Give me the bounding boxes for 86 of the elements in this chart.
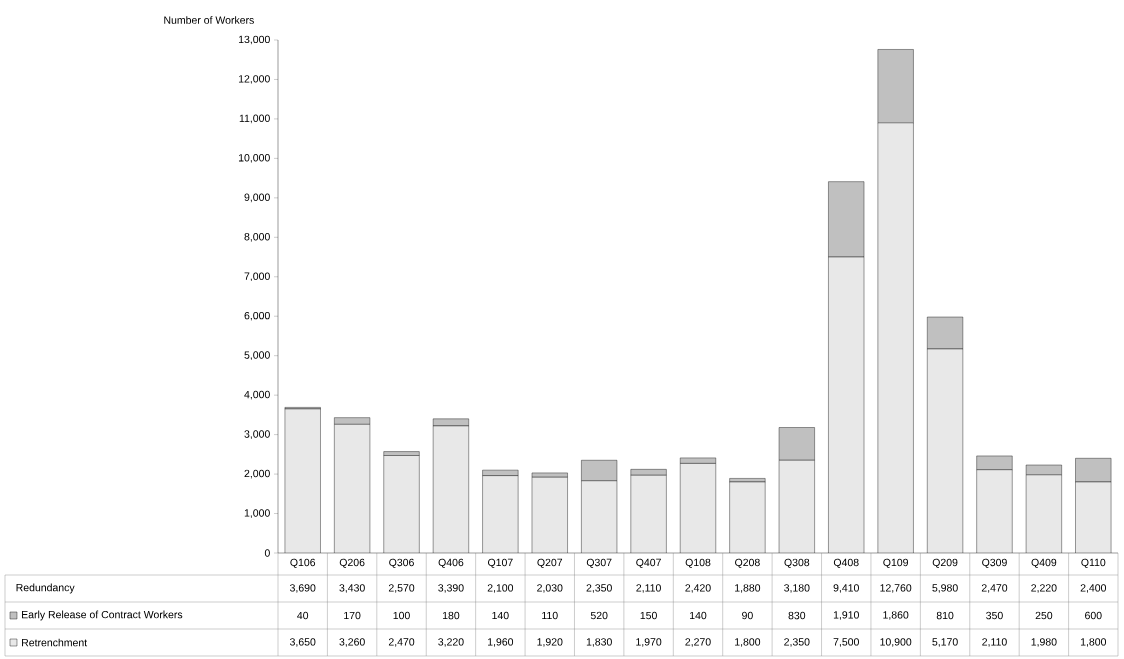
x-tick-label: Q307 xyxy=(586,558,612,569)
data-label: 180 xyxy=(442,611,460,620)
data-label: 40 xyxy=(297,611,309,620)
data-label: 2,110 xyxy=(982,638,1007,647)
data-label: 1,910 xyxy=(833,611,859,620)
data-label: 5,170 xyxy=(932,638,958,647)
data-label: 10,900 xyxy=(880,638,912,647)
x-tick-label: Q109 xyxy=(883,558,908,569)
data-label: 1,830 xyxy=(586,638,612,647)
data-label: 90 xyxy=(742,611,753,620)
x-tick-label: Q209 xyxy=(932,558,958,569)
data-label: 1,800 xyxy=(1080,638,1107,647)
y-axis-title: Number of Workers xyxy=(164,16,254,24)
x-tick-label: Q306 xyxy=(389,558,414,569)
data-label: 830 xyxy=(788,611,806,620)
x-tick-label: Q308 xyxy=(784,558,810,569)
text: Redundancy xyxy=(16,583,75,594)
y-tick-label: 10,000 xyxy=(238,154,270,163)
y-tick-label: 4,000 xyxy=(244,390,270,400)
y-tick-label: 9,000 xyxy=(244,193,270,203)
data-label: 2,270 xyxy=(685,638,711,647)
text: 3,690 xyxy=(289,584,316,593)
data-label: 2,470 xyxy=(388,638,415,647)
legend-label: Retrenchment xyxy=(22,638,88,647)
text: 2,470 xyxy=(981,584,1008,593)
x-tick-label: Q409 xyxy=(1031,558,1057,569)
text: 2,220 xyxy=(1031,584,1057,593)
x-tick-label: Q206 xyxy=(339,558,365,569)
text: 2,420 xyxy=(685,584,711,593)
text: 3,430 xyxy=(339,584,365,593)
text: 3,390 xyxy=(438,584,464,593)
data-label: 150 xyxy=(640,611,657,620)
data-label: 3,220 xyxy=(438,638,464,647)
x-tick-label: Q208 xyxy=(735,558,760,569)
text: 5,980 xyxy=(932,584,958,593)
y-tick-label: 11,000 xyxy=(239,114,270,124)
text: 9,410 xyxy=(833,584,859,593)
text: 2,400 xyxy=(1080,584,1107,593)
data-label: 3,260 xyxy=(339,638,365,647)
data-label: 100 xyxy=(393,611,410,620)
data-label: 1,800 xyxy=(735,638,761,647)
y-tick-label: 6,000 xyxy=(244,311,270,321)
x-tick-label: Q108 xyxy=(685,558,711,569)
x-tick-label: Q309 xyxy=(982,558,1007,569)
text: 1,880 xyxy=(735,584,761,593)
text: 2,350 xyxy=(586,584,612,593)
data-label: 2,350 xyxy=(784,638,810,647)
data-label: 170 xyxy=(344,611,361,620)
text: 2,110 xyxy=(636,584,661,593)
data-label: 7,500 xyxy=(833,638,859,647)
x-tick-label: Q207 xyxy=(537,558,563,569)
data-label: 520 xyxy=(590,611,608,620)
y-tick-label: 3,000 xyxy=(244,430,270,439)
legend-label: Early Release of Contract Workers xyxy=(22,610,183,621)
y-tick-label: 0 xyxy=(264,549,270,557)
x-tick-label: Q408 xyxy=(833,558,859,569)
data-label: 140 xyxy=(492,611,509,620)
data-label: 1,980 xyxy=(1031,638,1057,647)
data-label: 250 xyxy=(1035,611,1053,620)
y-tick-label: 13,000 xyxy=(238,35,270,45)
data-label: 140 xyxy=(690,611,707,620)
y-tick-label: 8,000 xyxy=(244,232,270,242)
x-tick-label: Q407 xyxy=(636,558,661,569)
data-label: 1,920 xyxy=(537,638,563,647)
y-tick-label: 2,000 xyxy=(244,469,270,479)
y-tick-label: 12,000 xyxy=(238,75,270,84)
y-tick-label: 7,000 xyxy=(244,272,270,282)
data-label: 350 xyxy=(986,611,1003,620)
data-label: 3,650 xyxy=(289,638,316,647)
text: 2,570 xyxy=(388,584,415,593)
text: 2,030 xyxy=(537,584,563,593)
data-label: 1,960 xyxy=(488,638,514,647)
text: 3,180 xyxy=(784,584,810,593)
text: 2,100 xyxy=(487,584,514,593)
data-label: 1,970 xyxy=(636,638,662,647)
data-label: 1,860 xyxy=(883,611,909,620)
x-tick-label: Q106 xyxy=(290,558,316,569)
x-tick-label: Q110 xyxy=(1081,558,1106,569)
data-label: 110 xyxy=(542,611,558,620)
x-tick-label: Q406 xyxy=(438,558,464,569)
text: 12,760 xyxy=(880,584,912,593)
x-tick-label: Q107 xyxy=(488,558,513,569)
y-tick-label: 5,000 xyxy=(244,351,270,361)
y-tick-label: 1,000 xyxy=(244,509,270,518)
data-label: 600 xyxy=(1085,611,1102,620)
data-label: 810 xyxy=(936,611,954,620)
